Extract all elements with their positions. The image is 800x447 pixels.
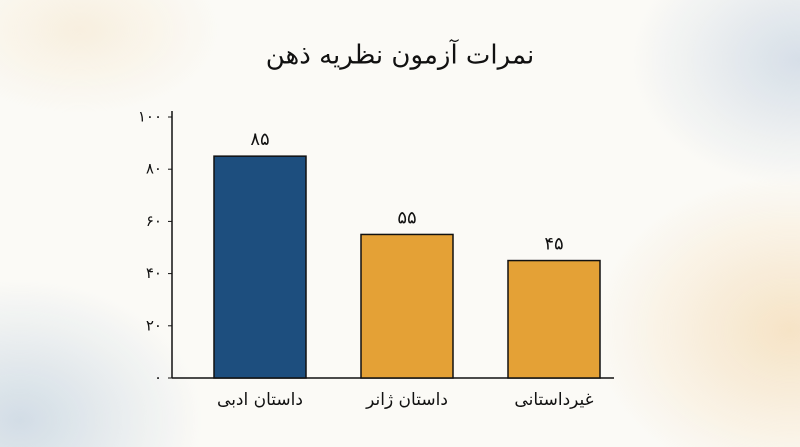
bar: [507, 259, 601, 379]
y-tick-label: ۲۰: [146, 316, 162, 334]
bar: [360, 233, 454, 379]
value-label: ۴۵: [544, 234, 563, 255]
value-label: ۸۵: [250, 129, 269, 150]
bar: [213, 155, 307, 379]
value-label: ۵۵: [397, 207, 416, 228]
chart-title: نمرات آزمون نظریه ذهن: [266, 39, 535, 71]
y-tick-label: ۶۰: [146, 212, 162, 230]
y-tick-label: ۱۰۰: [138, 108, 162, 126]
y-tick-label: ۰: [154, 369, 162, 387]
y-tick-label: ۴۰: [146, 264, 162, 282]
x-tick-label: داستان ادبی: [217, 390, 303, 410]
x-tick-label: غیرداستانی: [514, 390, 593, 410]
x-tick-label: داستان ژانر: [365, 390, 448, 410]
y-tick-label: ۸۰: [146, 160, 162, 178]
